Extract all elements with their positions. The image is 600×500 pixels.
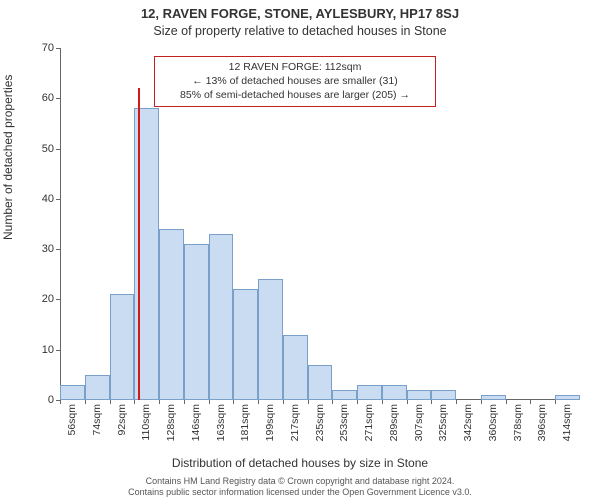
bar bbox=[382, 385, 407, 400]
bar bbox=[407, 390, 432, 400]
x-tick-label: 181sqm bbox=[239, 404, 251, 454]
x-tick-label: 163sqm bbox=[215, 404, 227, 454]
x-tick-mark bbox=[110, 400, 111, 404]
bar bbox=[60, 385, 85, 400]
x-tick-label: 74sqm bbox=[91, 404, 103, 454]
bar bbox=[555, 395, 580, 400]
x-tick-mark bbox=[431, 400, 432, 404]
bar bbox=[209, 234, 234, 400]
x-tick-label: 271sqm bbox=[363, 404, 375, 454]
y-tick-mark bbox=[56, 199, 60, 200]
x-tick-mark bbox=[332, 400, 333, 404]
bar bbox=[283, 335, 308, 400]
info-box-line: ← 13% of detached houses are smaller (31… bbox=[161, 74, 429, 88]
bar bbox=[431, 390, 456, 400]
x-tick-mark bbox=[456, 400, 457, 404]
x-tick-label: 378sqm bbox=[512, 404, 524, 454]
plot-area: 01020304050607056sqm74sqm92sqm110sqm128s… bbox=[60, 48, 580, 400]
x-tick-label: 235sqm bbox=[314, 404, 326, 454]
x-tick-mark bbox=[85, 400, 86, 404]
info-box: 12 RAVEN FORGE: 112sqm← 13% of detached … bbox=[154, 56, 436, 107]
x-tick-mark bbox=[184, 400, 185, 404]
x-tick-label: 217sqm bbox=[289, 404, 301, 454]
x-axis-label: Distribution of detached houses by size … bbox=[0, 456, 600, 470]
bar bbox=[233, 289, 258, 400]
y-tick-mark bbox=[56, 249, 60, 250]
x-tick-mark bbox=[283, 400, 284, 404]
info-box-line: 12 RAVEN FORGE: 112sqm bbox=[161, 60, 429, 74]
bar bbox=[85, 375, 110, 400]
x-tick-mark bbox=[233, 400, 234, 404]
y-tick-label: 30 bbox=[24, 243, 54, 255]
y-axis-label: Number of detached properties bbox=[1, 75, 15, 240]
y-tick-label: 60 bbox=[24, 92, 54, 104]
x-tick-mark bbox=[357, 400, 358, 404]
x-tick-label: 253sqm bbox=[338, 404, 350, 454]
x-tick-mark bbox=[407, 400, 408, 404]
x-tick-mark bbox=[481, 400, 482, 404]
x-tick-label: 396sqm bbox=[536, 404, 548, 454]
y-tick-label: 40 bbox=[24, 193, 54, 205]
x-tick-mark bbox=[530, 400, 531, 404]
x-tick-label: 360sqm bbox=[487, 404, 499, 454]
y-tick-label: 70 bbox=[24, 42, 54, 54]
x-tick-label: 414sqm bbox=[561, 404, 573, 454]
x-tick-mark bbox=[134, 400, 135, 404]
title-sub: Size of property relative to detached ho… bbox=[0, 24, 600, 38]
x-tick-mark bbox=[60, 400, 61, 404]
x-tick-label: 110sqm bbox=[140, 404, 152, 454]
x-tick-label: 128sqm bbox=[165, 404, 177, 454]
y-tick-mark bbox=[56, 299, 60, 300]
bar bbox=[159, 229, 184, 400]
bar bbox=[184, 244, 209, 400]
bar bbox=[357, 385, 382, 400]
x-tick-mark bbox=[555, 400, 556, 404]
footer-attribution: Contains HM Land Registry data © Crown c… bbox=[0, 476, 600, 499]
x-tick-label: 307sqm bbox=[413, 404, 425, 454]
property-marker-line bbox=[138, 88, 140, 400]
x-tick-label: 199sqm bbox=[264, 404, 276, 454]
bar bbox=[481, 395, 506, 400]
y-tick-label: 50 bbox=[24, 143, 54, 155]
x-tick-mark bbox=[159, 400, 160, 404]
title-main: 12, RAVEN FORGE, STONE, AYLESBURY, HP17 … bbox=[0, 6, 600, 21]
bar bbox=[258, 279, 283, 400]
x-tick-label: 342sqm bbox=[462, 404, 474, 454]
bar bbox=[332, 390, 357, 400]
x-tick-mark bbox=[382, 400, 383, 404]
y-tick-label: 0 bbox=[24, 394, 54, 406]
x-tick-label: 56sqm bbox=[66, 404, 78, 454]
x-tick-mark bbox=[506, 400, 507, 404]
y-tick-label: 20 bbox=[24, 293, 54, 305]
x-tick-label: 92sqm bbox=[116, 404, 128, 454]
x-tick-mark bbox=[308, 400, 309, 404]
bar bbox=[110, 294, 135, 400]
x-tick-label: 146sqm bbox=[190, 404, 202, 454]
x-tick-mark bbox=[209, 400, 210, 404]
x-tick-label: 325sqm bbox=[437, 404, 449, 454]
chart-container: 12, RAVEN FORGE, STONE, AYLESBURY, HP17 … bbox=[0, 0, 600, 500]
y-tick-mark bbox=[56, 48, 60, 49]
y-tick-mark bbox=[56, 149, 60, 150]
y-tick-label: 10 bbox=[24, 344, 54, 356]
y-tick-mark bbox=[56, 98, 60, 99]
x-tick-mark bbox=[258, 400, 259, 404]
info-box-line: 85% of semi-detached houses are larger (… bbox=[161, 88, 429, 102]
bar bbox=[308, 365, 333, 400]
x-tick-label: 289sqm bbox=[388, 404, 400, 454]
footer-line-1: Contains HM Land Registry data © Crown c… bbox=[0, 476, 600, 487]
footer-line-2: Contains public sector information licen… bbox=[0, 487, 600, 498]
y-tick-mark bbox=[56, 350, 60, 351]
